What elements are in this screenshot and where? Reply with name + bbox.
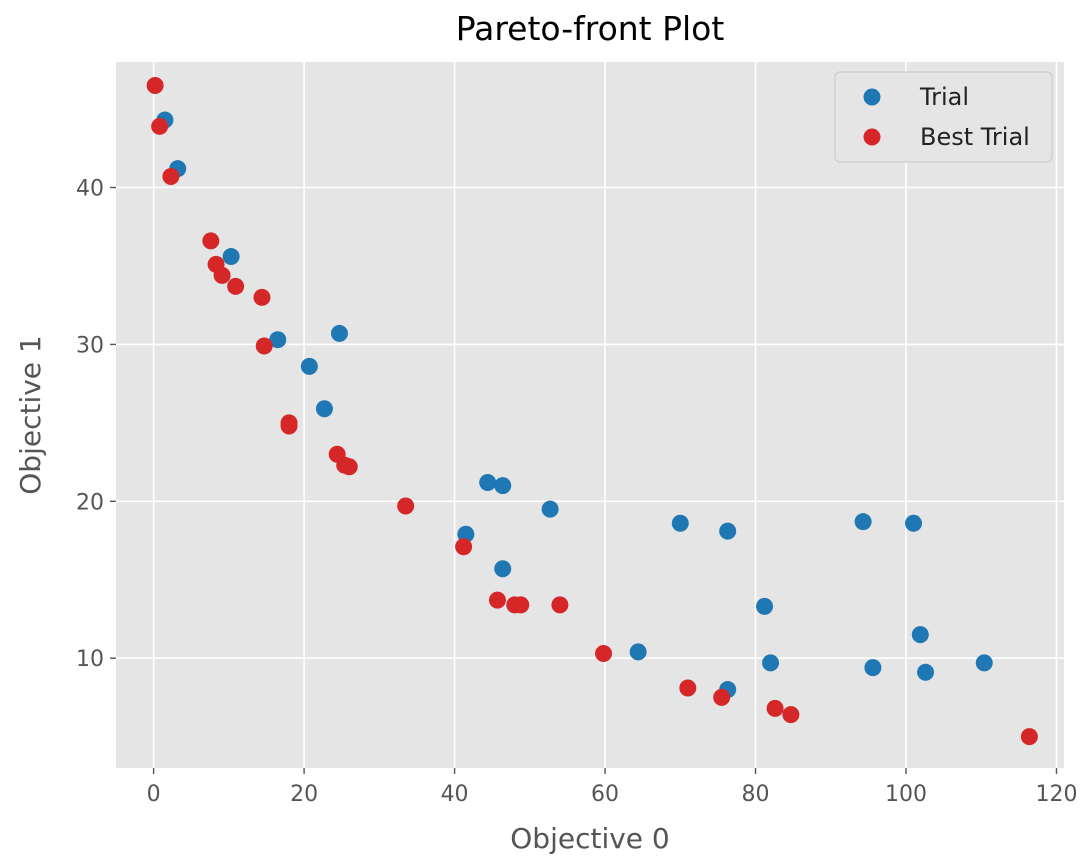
legend: Trial Best Trial [834,71,1053,163]
trial-point [494,477,512,495]
trial-point [315,400,333,418]
best-trial-point [213,266,231,284]
y-tick-label: 30 [76,333,104,358]
y-axis-label: Objective 1 [14,335,47,494]
trial-point [300,357,318,375]
trial-point [671,514,689,532]
legend-box [834,71,1053,163]
x-axis-ticks: 0 20 40 60 80 100 120 [147,768,1077,807]
trial-point [854,513,872,531]
best-trial-point [551,596,569,614]
trial-point [905,514,923,532]
chart-title: Pareto-front Plot [456,9,725,48]
legend-label: Best Trial [920,123,1030,151]
best-trial-series [146,77,1038,746]
best-trial-point [713,688,731,706]
trial-point [330,324,348,342]
x-tick-label: 60 [591,782,619,807]
best-trial-point [782,706,800,724]
trial-point [494,560,512,578]
best-trial-point [512,596,530,614]
y-tick-label: 10 [76,647,104,672]
trial-point [756,597,774,615]
best-trial-point [488,591,506,609]
best-trial-point [595,644,613,662]
legend-marker [863,128,881,146]
y-tick-label: 20 [76,490,104,515]
best-trial-point [1020,728,1038,746]
trial-point [541,500,559,518]
best-trial-point [397,497,415,515]
x-tick-label: 20 [290,782,318,807]
best-trial-point [253,288,271,306]
best-trial-point [280,417,298,435]
trial-point [719,522,737,540]
trial-series [156,111,993,699]
legend-label: Trial [919,83,969,111]
x-tick-label: 80 [742,782,770,807]
legend-marker [863,88,881,106]
best-trial-point [146,77,164,95]
trial-point [222,248,240,266]
best-trial-point [455,538,473,556]
x-tick-label: 120 [1035,782,1077,807]
best-trial-point [227,277,245,295]
data-points [146,77,1038,746]
y-tick-label: 40 [76,177,104,202]
best-trial-point [679,679,697,697]
plot-area [116,62,1064,768]
trial-point [629,643,647,661]
trial-point [762,654,780,672]
x-tick-label: 100 [885,782,927,807]
best-trial-point [766,699,784,717]
trial-point [975,654,993,672]
trial-point [479,473,497,491]
trial-point [864,659,882,677]
best-trial-point [340,458,358,476]
best-trial-point [202,232,220,250]
trial-point [917,663,935,681]
gridlines [116,62,1064,768]
trial-point [457,525,475,543]
best-trial-point [255,337,273,355]
x-tick-label: 0 [147,782,161,807]
trial-point [269,331,287,349]
x-axis-label: Objective 0 [510,822,669,855]
trial-point [911,626,929,644]
best-trial-point [151,117,169,135]
y-axis-ticks: 10 20 30 40 [76,177,116,672]
best-trial-point [162,168,180,186]
x-tick-label: 40 [441,782,469,807]
